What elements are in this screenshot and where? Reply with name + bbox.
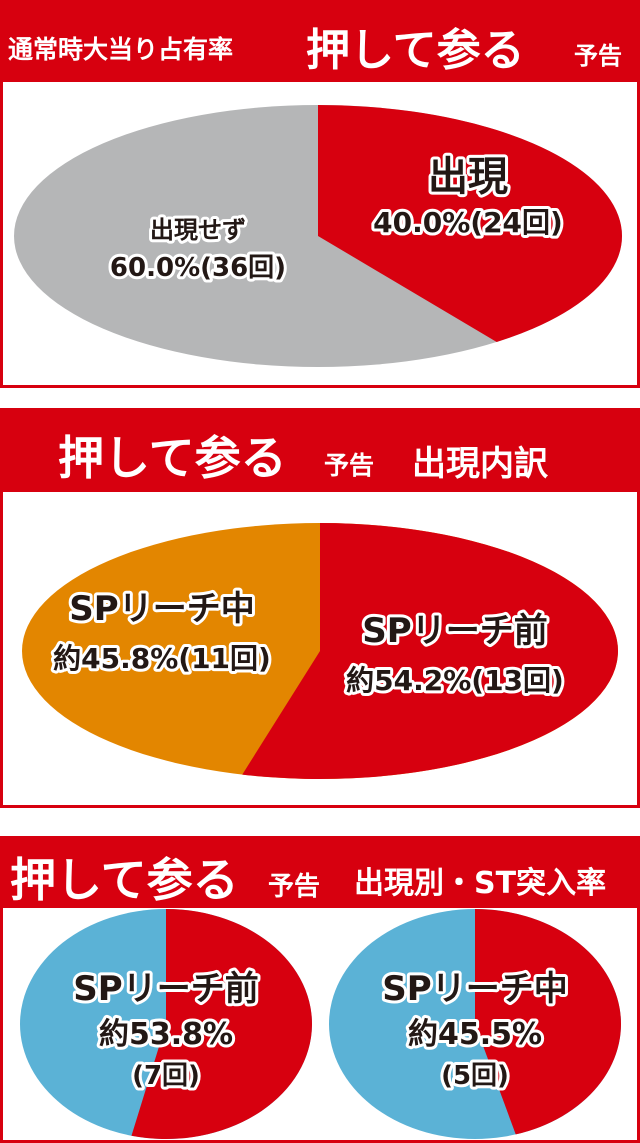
pie-3-1-count: (7回)	[132, 1061, 200, 1091]
title-1b: 押して参る	[306, 25, 525, 76]
title-2b: 予告	[324, 451, 375, 480]
pie-3-1-label: SPリーチ前	[73, 969, 258, 1009]
pie-3-1-main-slice	[131, 909, 312, 1139]
header-2: 押して参る 予告 出現内訳	[0, 408, 640, 492]
pie-3-2-count: (5回)	[441, 1061, 509, 1091]
slice-label-sp-before: SPリーチ前	[362, 611, 547, 651]
title-3b: 予告	[268, 872, 321, 902]
slice-value-not-appear: 60.0%(36回)	[110, 253, 286, 283]
pie-3-2-main-slice	[475, 909, 621, 1135]
header-3: 押して参る 予告 出現別・ST突入率	[0, 836, 640, 908]
slice-value-sp-during: 約45.8%(11回)	[53, 642, 271, 675]
pie-3-2-value: 約45.5%	[408, 1017, 542, 1052]
pie-3-1-value: 約53.8%	[99, 1017, 233, 1052]
title-3a: 押して参る	[10, 853, 239, 907]
slice-label-appear: 出現	[428, 154, 508, 200]
pie-1-main-slice	[318, 105, 622, 342]
title-2c: 出現内訳	[412, 444, 548, 484]
slice-label-sp-during: SPリーチ中	[69, 589, 254, 629]
slice-value-sp-before: 約54.2%(13回)	[346, 664, 564, 697]
pie-2-main-slice	[242, 523, 618, 779]
pie-3-2-label: SPリーチ中	[382, 969, 567, 1009]
title-2a: 押して参る	[58, 431, 287, 485]
slice-value-appear: 40.0%(24回)	[373, 206, 563, 239]
title-1c: 予告	[574, 42, 622, 70]
slice-label-not-appear: 出現せず	[150, 216, 246, 244]
title-3c: 出現別・ST突入率	[354, 866, 607, 901]
header-1: 通常時大当り占有率 押して参る 予告	[0, 0, 640, 82]
title-1a: 通常時大当り占有率	[8, 35, 234, 64]
